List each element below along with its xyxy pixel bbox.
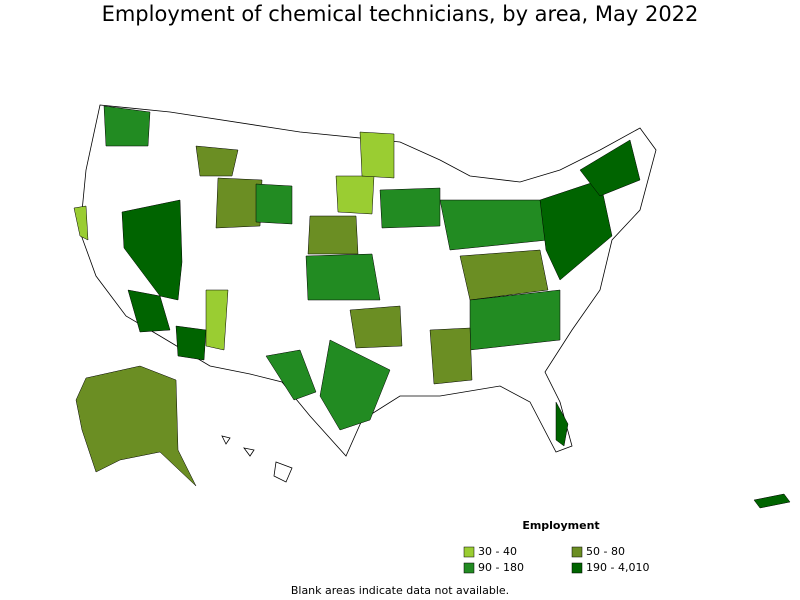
region — [195, 145, 239, 177]
region — [255, 183, 293, 225]
region — [103, 105, 151, 147]
legend-label: 50 - 80 — [586, 545, 625, 558]
region — [307, 215, 359, 255]
legend: 30 - 40 50 - 80 90 - 180 190 - 4,010 — [463, 545, 649, 574]
region — [335, 175, 375, 215]
note: Blank areas indicate data not available. — [291, 584, 509, 597]
region — [121, 199, 183, 301]
region — [349, 305, 403, 349]
region — [73, 205, 89, 241]
region — [215, 177, 263, 229]
region — [555, 401, 569, 447]
region — [579, 139, 641, 197]
hawaii — [243, 447, 255, 457]
region — [359, 131, 395, 179]
region — [379, 187, 441, 229]
hawaii — [273, 461, 293, 483]
legend-label: 190 - 4,010 — [586, 561, 649, 574]
legend-label: 30 - 40 — [478, 545, 517, 558]
legend-title: Employment — [522, 519, 599, 532]
hawaii — [221, 435, 231, 445]
region — [469, 289, 561, 351]
region — [175, 325, 207, 361]
puerto-rico — [753, 493, 791, 509]
map — [73, 104, 791, 509]
region — [127, 289, 171, 333]
legend-swatch — [571, 546, 583, 558]
region — [305, 253, 381, 301]
legend-swatch — [571, 562, 583, 574]
alaska — [75, 365, 197, 487]
region — [265, 349, 317, 401]
legend-swatch — [463, 562, 475, 574]
map-title: Employment of chemical technicians, by a… — [102, 2, 699, 26]
legend-swatch — [463, 546, 475, 558]
region — [459, 249, 549, 301]
region — [205, 289, 229, 351]
region — [319, 339, 391, 431]
region — [429, 327, 473, 385]
legend-label: 90 - 180 — [478, 561, 524, 574]
